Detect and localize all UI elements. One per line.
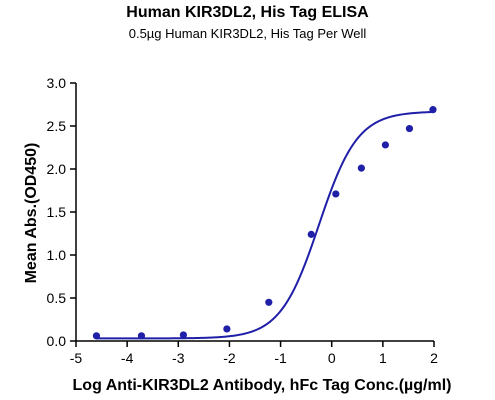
x-tick-label: 0 [328, 350, 336, 366]
x-tick-label: -3 [172, 350, 185, 366]
y-tick-label: 0.0 [47, 333, 67, 349]
y-tick-label: 3.0 [47, 75, 67, 91]
data-point [223, 325, 231, 333]
y-tick-label: 1.0 [47, 247, 67, 263]
x-tick-label: 1 [379, 350, 387, 366]
data-point [179, 331, 187, 339]
data-point [405, 124, 414, 133]
data-point [137, 332, 146, 340]
y-tick-label: 2.5 [47, 118, 67, 134]
data-points [92, 106, 437, 340]
y-tick-label: 2.0 [47, 161, 67, 177]
x-tick-label: -5 [70, 350, 83, 366]
data-point [357, 164, 365, 172]
fit-curve [96, 111, 434, 340]
y-tick-label: 0.5 [47, 290, 67, 306]
data-point [92, 332, 101, 340]
data-point [265, 298, 273, 306]
data-point [307, 230, 315, 238]
x-tick-label: 2 [430, 350, 438, 366]
data-point [381, 141, 390, 149]
data-point [429, 106, 437, 114]
y-axis-title: Mean Abs.(OD450) [23, 143, 40, 284]
data-point [332, 190, 340, 198]
fit-curve-group [96, 111, 434, 340]
chart-title: Human KIR3DL2, His Tag ELISA [126, 4, 369, 21]
x-tick-label: -4 [121, 350, 134, 366]
x-axis-title: Log Anti-KIR3DL2 Antibody, hFc Tag Conc.… [73, 377, 452, 394]
chart-subtitle: 0.5µg Human KIR3DL2, His Tag Per Well [128, 26, 367, 41]
y-tick-label: 1.5 [47, 204, 67, 220]
axes: -5 -4 -3 -2 -1 0 1 2 0.0 0.5 1.0 1.5 2.0 2.5 3.0 [47, 75, 439, 366]
x-tick-label: -1 [274, 350, 287, 366]
x-tick-label: -2 [223, 350, 236, 366]
